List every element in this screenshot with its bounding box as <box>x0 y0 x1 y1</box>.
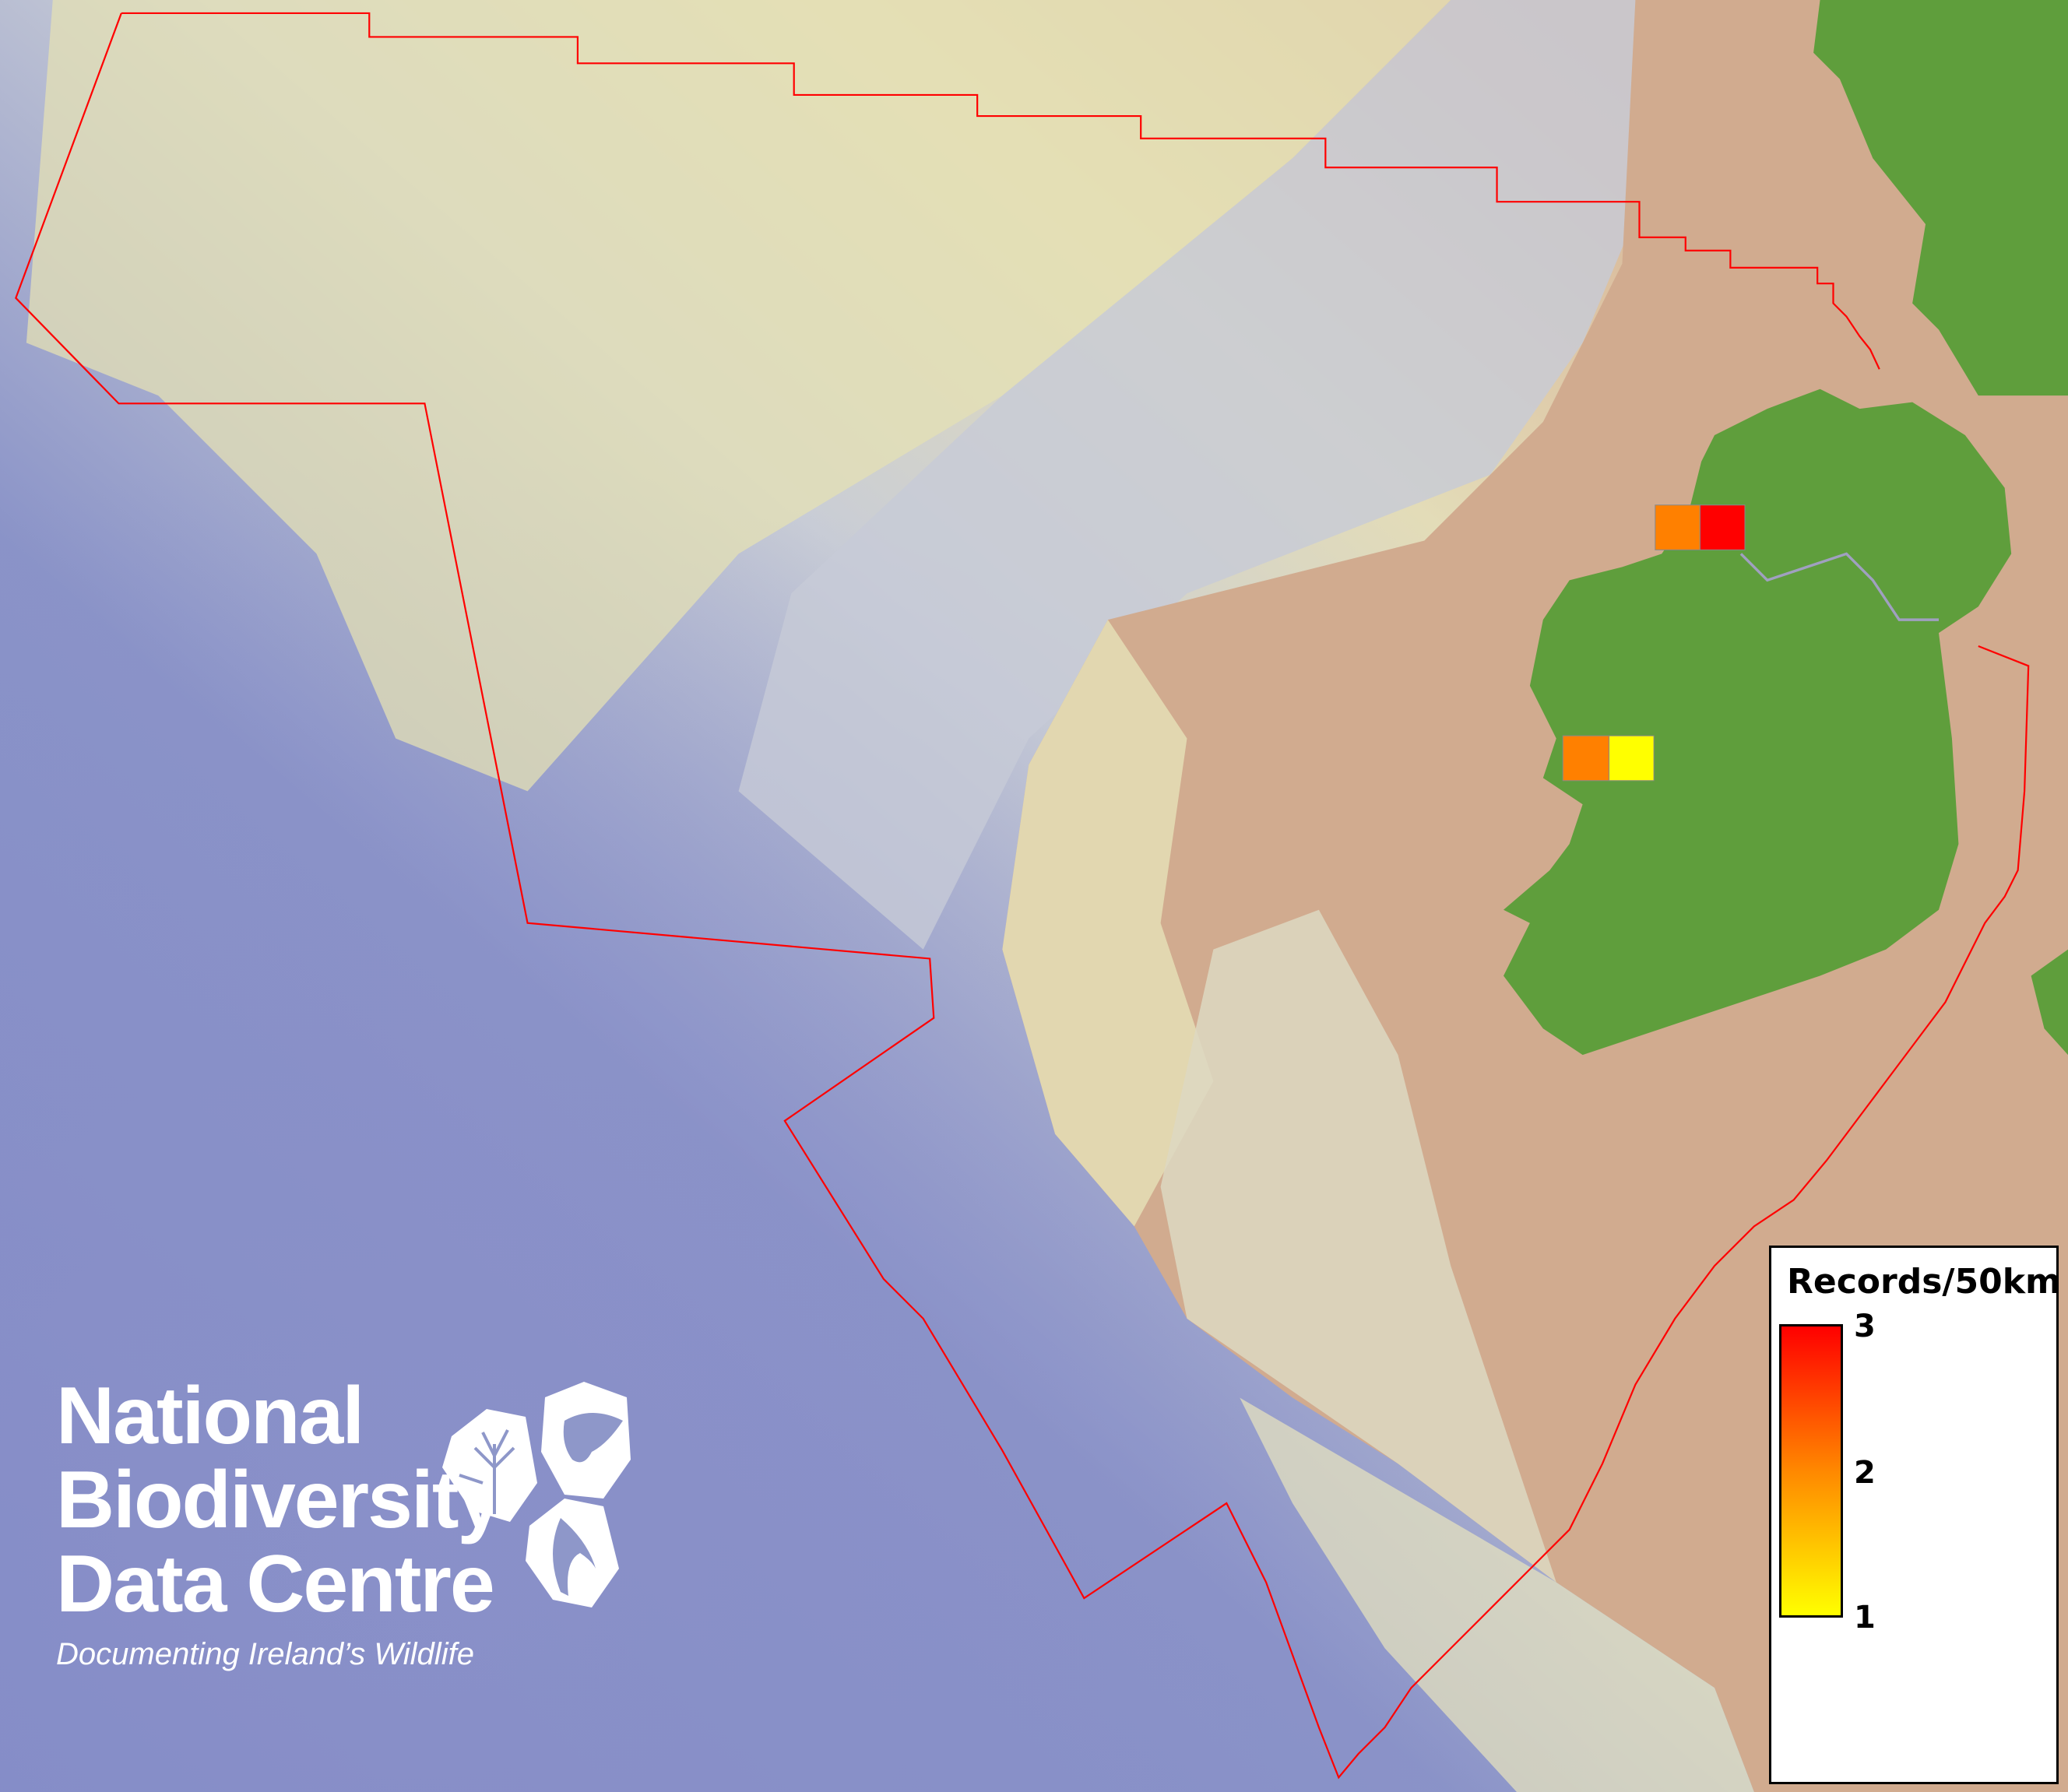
shelf-edge <box>1240 1397 1754 1792</box>
rockall-plateau <box>26 0 1451 792</box>
record-cell[interactable] <box>1562 735 1610 782</box>
record-cell[interactable] <box>1609 735 1655 782</box>
porcupine-bank <box>1002 620 1214 1227</box>
logo-line-2: Biodiversity <box>56 1455 502 1545</box>
legend-title: Records/50km <box>1787 1262 2061 1302</box>
legend: Records/50km 3 2 1 <box>1769 1246 2061 1784</box>
land-wales <box>2031 949 2068 1056</box>
butterfly-icon <box>541 1382 631 1499</box>
legend-tick-mid: 2 <box>1854 1455 1876 1491</box>
record-cell[interactable] <box>1699 504 1746 550</box>
eez-boundary-south <box>15 12 2030 1780</box>
nbdc-logo: National Biodiversity Data Centre Docume… <box>56 1371 502 1672</box>
logo-line-3: Data Centre <box>56 1539 495 1629</box>
record-cell[interactable] <box>1655 504 1700 550</box>
northern-ireland-border <box>1739 552 1939 621</box>
land-ireland <box>1504 388 2012 1056</box>
tree-icon <box>442 1409 537 1522</box>
land-scotland <box>1813 0 2068 396</box>
legend-color-ramp <box>1779 1324 1843 1618</box>
eez-boundary <box>121 12 1880 370</box>
seahorse-icon <box>526 1499 619 1608</box>
legend-tick-min: 1 <box>1854 1600 1876 1636</box>
porcupine-seabight <box>1160 909 1556 1583</box>
legend-tick-max: 3 <box>1854 1309 1876 1344</box>
logo-line-1: National <box>56 1371 364 1461</box>
logo-tagline: Documenting Ireland’s Wildlife <box>56 1637 474 1671</box>
rockall-trough <box>738 0 1649 950</box>
logo-hexagons <box>442 1382 631 1608</box>
